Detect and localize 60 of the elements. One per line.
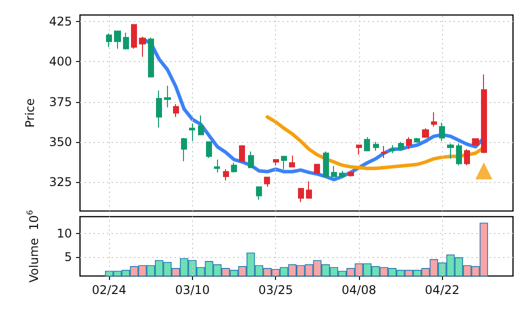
candlestick (447, 143, 454, 160)
x-tick-label: 04/08 (342, 283, 376, 297)
candlestick (422, 128, 429, 138)
y-axis-title: Price (23, 98, 37, 128)
candlestick (231, 162, 237, 173)
candlestick (389, 144, 395, 154)
x-tick-label: 04/22 (424, 283, 460, 297)
candlestick (406, 136, 412, 150)
y-tick-label: 10 (56, 226, 72, 240)
candlestick (414, 137, 420, 144)
candlestick (273, 159, 279, 166)
candlestick (373, 141, 379, 152)
candlestick (472, 138, 479, 146)
candlestick (481, 74, 487, 154)
y-axis-title: Volume 106 (26, 210, 41, 283)
candlestick (298, 188, 304, 203)
candlestick (148, 36, 154, 78)
candlestick (464, 148, 470, 166)
x-tick-label: 03/10 (175, 283, 210, 297)
candlestick (381, 145, 387, 158)
candlestick (106, 32, 112, 48)
candlestick (331, 166, 337, 177)
x-tick-label: 02/24 (92, 283, 126, 297)
candlestick (431, 112, 437, 128)
candlestick (306, 180, 312, 199)
candlestick (248, 151, 254, 168)
candlestick (239, 144, 245, 162)
candlestick (364, 136, 370, 152)
candlestick (439, 122, 445, 142)
candlestick (281, 156, 287, 170)
y-tick-label: 325 (49, 175, 72, 190)
candlestick (206, 141, 212, 158)
candlestick (314, 164, 320, 174)
candlestick (289, 155, 295, 168)
candlestick (156, 90, 162, 128)
x-tick-label: 03/25 (258, 283, 293, 297)
y-tick-label: 375 (49, 94, 72, 109)
candlestick (264, 176, 270, 188)
candlestick (164, 85, 171, 108)
candlestick (214, 159, 220, 173)
candlestick (173, 104, 179, 118)
candlestick (181, 137, 187, 162)
candlestick (256, 186, 262, 200)
candlestick (223, 168, 229, 181)
candlestick (356, 144, 362, 156)
y-tick-label: 350 (49, 134, 72, 149)
candlestick (198, 114, 204, 136)
candlestick (189, 122, 195, 142)
candlestick (348, 172, 354, 177)
y-tick-label: 400 (49, 54, 72, 69)
candlestick (123, 32, 129, 50)
candlestick (398, 141, 404, 152)
candlestick (456, 143, 462, 166)
candlestick (114, 30, 121, 50)
candlestick (323, 151, 329, 177)
y-tick-label: 425 (49, 14, 72, 28)
candlestick (339, 170, 345, 177)
y-tick-label: 5 (64, 250, 72, 264)
candlestick (131, 24, 137, 50)
candlestick (139, 36, 146, 58)
